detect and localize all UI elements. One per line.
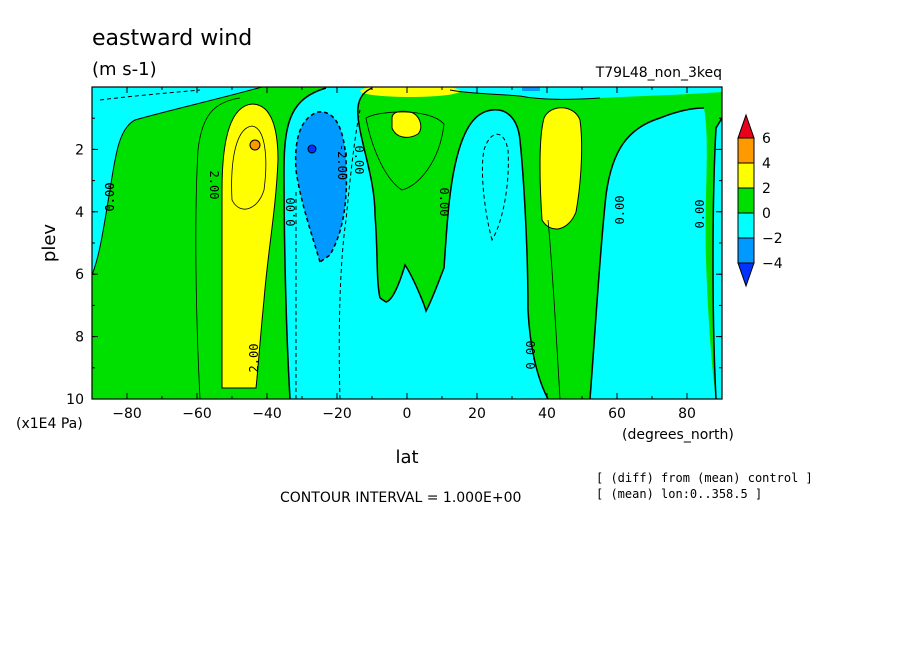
contour-interval: CONTOUR INTERVAL = 1.000E+00 — [280, 490, 521, 506]
colorbar: 6 4 2 0 −2 −4 — [737, 113, 783, 288]
field-cyan-top — [450, 87, 722, 100]
x-tick-label: 40 — [538, 406, 556, 422]
experiment-label: T79L48_non_3keq — [595, 65, 722, 81]
x-tick-label: −60 — [182, 406, 212, 422]
x-axis-label: lat — [395, 447, 418, 468]
colorbar-label: −4 — [762, 256, 783, 272]
contour-label-c: 0.00 — [284, 198, 298, 227]
x-tick-label: 80 — [678, 406, 696, 422]
colorbar-label: 0 — [762, 206, 771, 222]
contour-label-f: 0.00 — [437, 188, 451, 217]
field-orange-spot — [249, 139, 261, 151]
colorbar-segment — [737, 162, 755, 189]
x-tick-label: 0 — [403, 406, 412, 422]
contour-label-e: -2.00 — [335, 144, 349, 180]
x-tick-label: −20 — [322, 406, 352, 422]
field-yellow-north — [540, 107, 582, 230]
field-cyan-south — [92, 87, 262, 275]
contour-label-a: 0.00 — [103, 183, 117, 212]
colorbar-label: 2 — [762, 181, 771, 197]
note-mean: [ (mean) lon:0..358.5 ] — [596, 487, 762, 501]
y-axis-label: plev — [39, 224, 60, 263]
x-tick-label: 60 — [608, 406, 626, 422]
colorbar-label: −2 — [762, 231, 783, 247]
contour-label-j: 2.00 — [247, 344, 261, 373]
field-cyan-north — [590, 108, 716, 399]
x-tick-label: −80 — [112, 406, 142, 422]
contour-label-i: 0.00 — [693, 200, 707, 229]
colorbar-label: 6 — [762, 131, 771, 147]
y-axis: 2 4 6 8 10 — [66, 117, 722, 408]
chart-units: (m s-1) — [92, 59, 157, 80]
colorbar-bottom-triangle — [737, 262, 755, 288]
x-tick-label: 20 — [468, 406, 486, 422]
field-blue-top — [522, 87, 540, 91]
plot-area: 0.00 — [91, 86, 723, 400]
contour-lines — [92, 87, 722, 399]
colorbar-segment — [737, 212, 755, 239]
colorbar-segment — [737, 137, 755, 164]
field-darkblue-spot — [307, 144, 317, 154]
x-tick-label: −40 — [252, 406, 282, 422]
y-tick-label: 4 — [75, 205, 84, 221]
y-tick-label: 8 — [75, 330, 84, 346]
field-yellow-top — [360, 87, 460, 97]
contour-label-d: 0.00 — [352, 146, 366, 175]
x-axis-units: (degrees_north) — [622, 427, 734, 443]
contour-label-b: 2.00 — [207, 171, 221, 200]
x-axis: −80 −60 −40 −20 0 20 40 60 80 — [91, 87, 723, 422]
y-tick-label: 6 — [75, 267, 84, 283]
field-cyan-edge — [713, 118, 722, 399]
colorbar-segment — [737, 187, 755, 214]
contour-label-g: 0.00 — [524, 341, 538, 370]
contour-label-group: 0.00 — [103, 183, 117, 212]
colorbar-top-triangle — [737, 113, 755, 139]
field-yellow-center — [392, 111, 421, 138]
field-yellow-south — [222, 104, 278, 388]
colorbar-segment — [737, 237, 755, 264]
field-cyan-central — [284, 88, 548, 399]
contour-label-h: 0.00 — [613, 196, 627, 225]
y-tick-label: 2 — [75, 142, 84, 158]
y-tick-label: 10 — [66, 392, 84, 408]
note-diff: [ (diff) from (mean) control ] — [596, 471, 813, 485]
contour-label-1: 0.00 — [103, 183, 117, 212]
chart-title: eastward wind — [92, 26, 252, 51]
colorbar-label: 4 — [762, 156, 771, 172]
y-axis-units: (x1E4 Pa) — [16, 416, 83, 432]
